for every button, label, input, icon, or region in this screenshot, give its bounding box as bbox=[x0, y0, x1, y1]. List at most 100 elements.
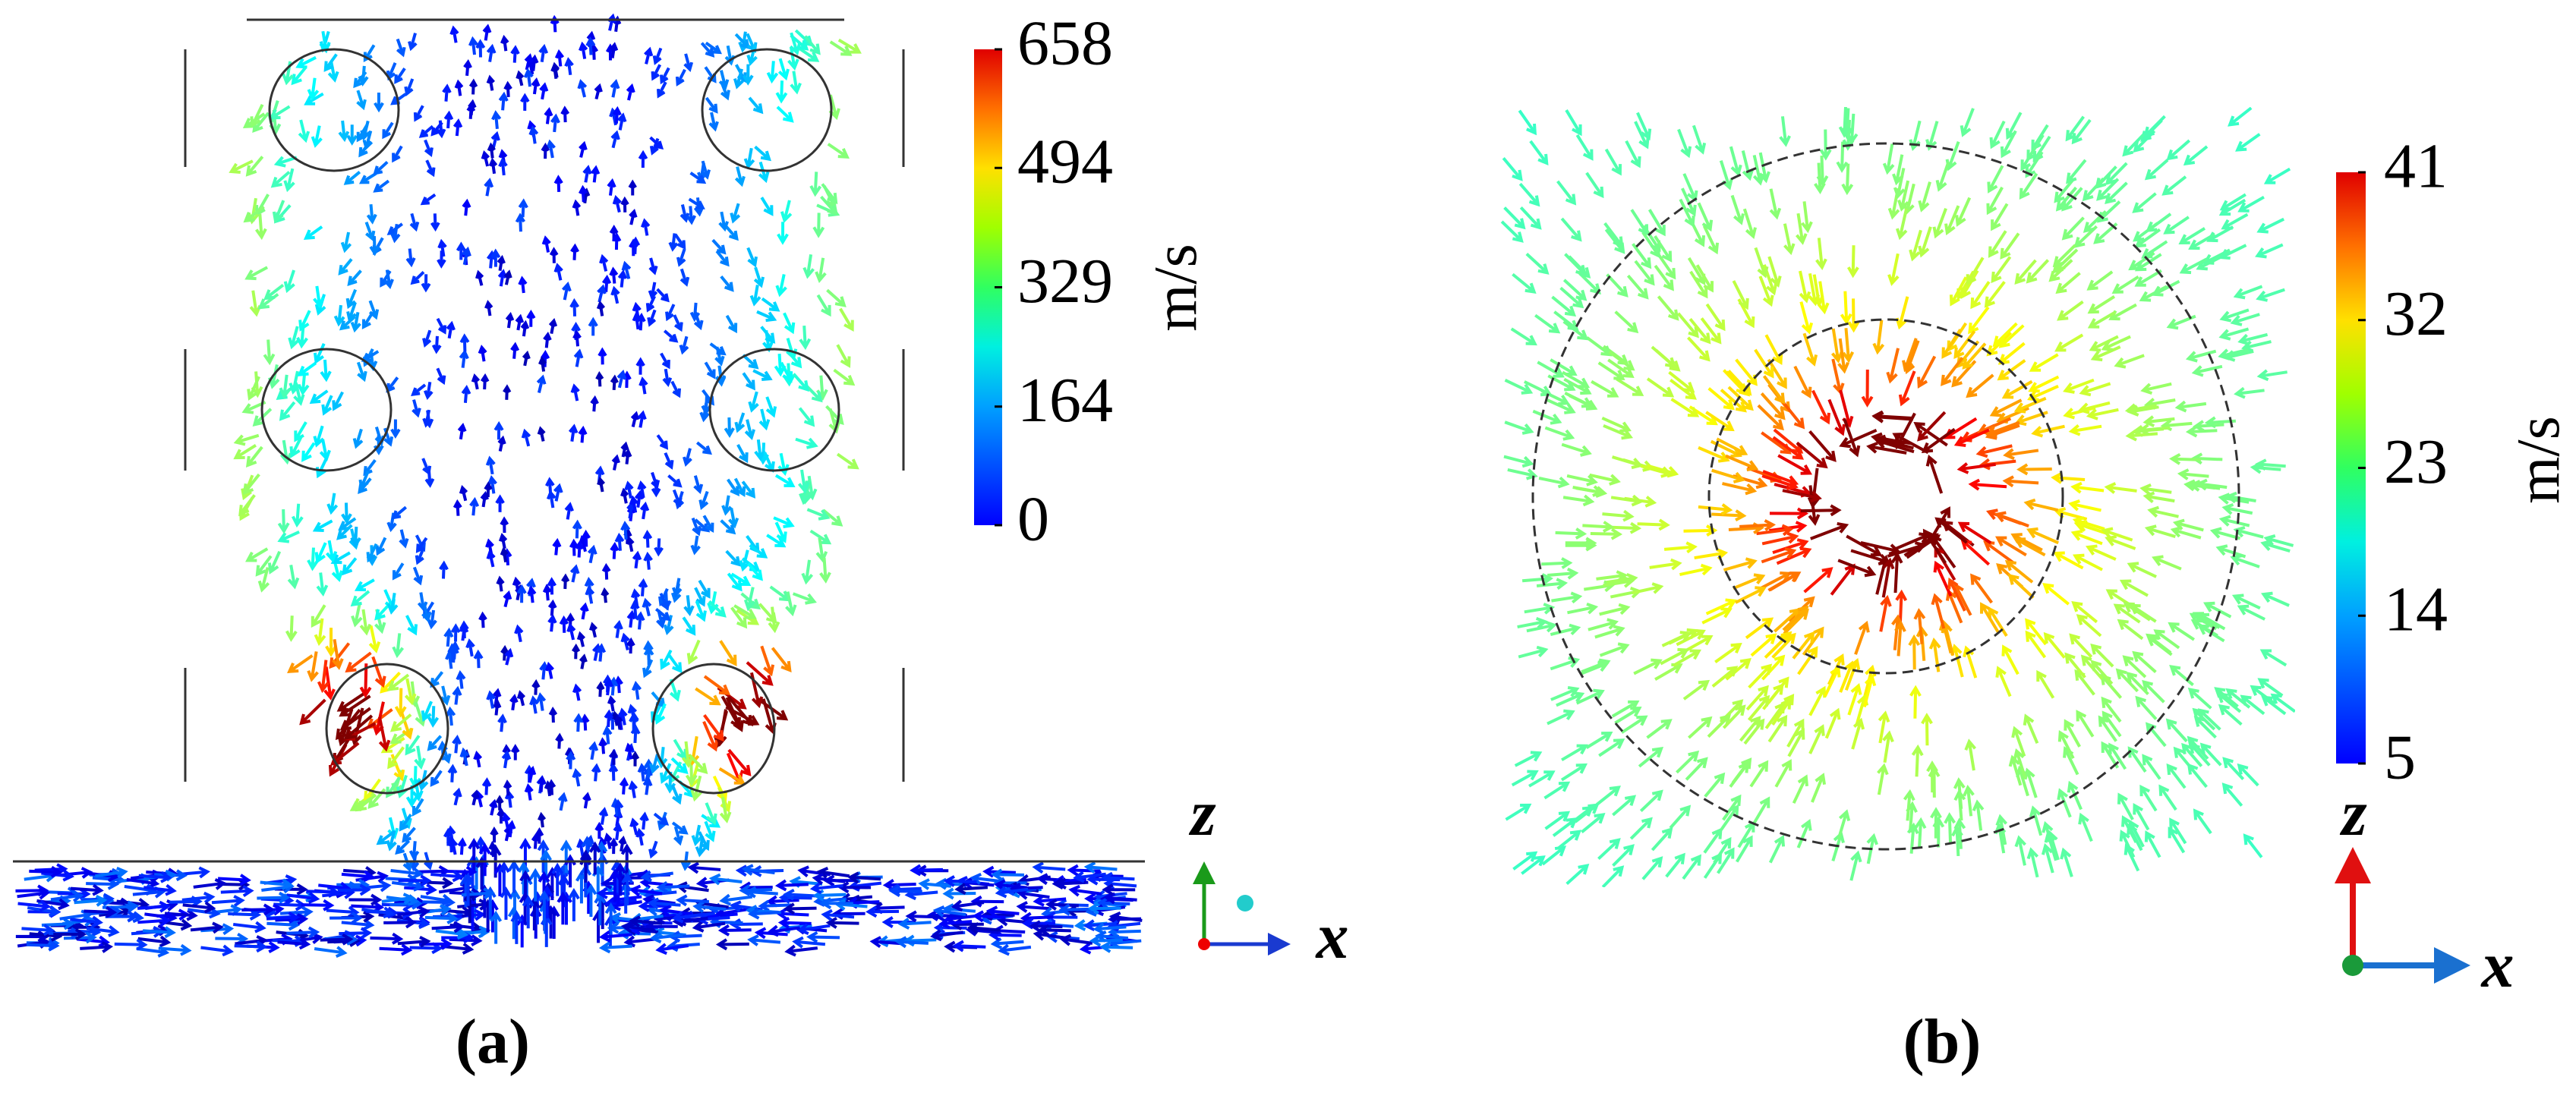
vector-arrow bbox=[234, 940, 268, 953]
vector-arrow bbox=[543, 331, 552, 348]
vector-arrow bbox=[725, 549, 742, 567]
vector-arrow bbox=[604, 677, 613, 696]
vector-arrow bbox=[590, 395, 599, 412]
vector-arrow bbox=[635, 827, 645, 846]
vector-arrow bbox=[1503, 455, 1534, 468]
vector-arrow bbox=[1842, 328, 1855, 364]
vector-arrow bbox=[2257, 678, 2284, 697]
vector-arrow bbox=[730, 203, 741, 224]
vector-arrow bbox=[754, 145, 771, 162]
vector-arrow bbox=[1985, 420, 2020, 438]
vector-arrow bbox=[1685, 757, 1708, 781]
vector-arrow bbox=[888, 885, 922, 898]
vector-arrow bbox=[449, 837, 459, 855]
vector-arrow bbox=[370, 932, 404, 945]
vector-arrow bbox=[2013, 537, 2046, 557]
vector-arrow bbox=[330, 741, 360, 766]
vector-arrow bbox=[1987, 165, 2004, 194]
vector-arrow bbox=[287, 565, 300, 590]
vector-arrow bbox=[471, 373, 481, 390]
vector-arrow bbox=[2192, 612, 2221, 629]
vector-arrow bbox=[573, 348, 584, 367]
vector-arrow bbox=[2132, 192, 2157, 213]
vector-arrow bbox=[442, 83, 452, 102]
vector-arrow bbox=[727, 748, 752, 776]
vector-arrow bbox=[516, 690, 525, 707]
vector-arrow bbox=[2185, 425, 2218, 438]
vector-arrow bbox=[1962, 342, 1987, 370]
vector-arrow bbox=[1655, 349, 1681, 372]
vector-arrow bbox=[272, 200, 285, 224]
vector-arrow bbox=[443, 110, 454, 129]
vector-arrow bbox=[604, 833, 613, 849]
vector-arrow bbox=[602, 725, 613, 745]
vector-arrow bbox=[1532, 409, 1562, 425]
vector-arrow bbox=[756, 310, 777, 323]
vector-arrow bbox=[1913, 608, 1926, 644]
vector-arrow bbox=[373, 160, 389, 175]
vector-arrow bbox=[2054, 333, 2084, 352]
vector-arrow bbox=[1665, 852, 1685, 878]
vector-arrow bbox=[2163, 216, 2190, 235]
vector-arrow bbox=[1871, 410, 1913, 423]
vector-arrow bbox=[381, 893, 415, 905]
vector-arrow bbox=[557, 792, 568, 811]
vector-arrow bbox=[462, 872, 475, 906]
vector-arrow bbox=[2079, 382, 2111, 397]
vector-arrow bbox=[1796, 441, 1828, 469]
vector-arrow bbox=[642, 530, 653, 548]
vector-arrow bbox=[283, 168, 295, 193]
vector-arrow bbox=[1692, 124, 1707, 155]
vector-arrow bbox=[1897, 180, 1910, 212]
vector-arrow bbox=[313, 285, 325, 309]
vector-arrow bbox=[547, 599, 557, 616]
vector-arrow bbox=[739, 549, 751, 572]
vector-arrow bbox=[548, 707, 558, 723]
vector-arrow bbox=[392, 633, 405, 659]
vector-arrow bbox=[695, 600, 707, 622]
vector-arrow bbox=[1647, 209, 1666, 237]
vector-arrow bbox=[95, 867, 128, 879]
vector-arrow bbox=[529, 867, 542, 902]
vector-arrow bbox=[618, 835, 627, 852]
vector-arrow bbox=[2121, 815, 2138, 843]
vector-arrow bbox=[1817, 281, 1830, 315]
vector-arrow bbox=[1991, 256, 2012, 284]
vector-arrow bbox=[430, 770, 443, 787]
vector-arrow bbox=[2070, 481, 2105, 494]
colorbar-tick-label: 494 bbox=[1017, 127, 1113, 197]
vector-arrow bbox=[1581, 658, 1611, 674]
vector-arrow bbox=[656, 880, 690, 893]
vector-arrow bbox=[786, 337, 798, 361]
vector-arrow bbox=[809, 172, 822, 197]
vector-arrow bbox=[1725, 454, 1759, 471]
vector-arrow bbox=[780, 361, 793, 383]
vector-arrow bbox=[2089, 335, 2119, 352]
vector-arrow bbox=[649, 136, 664, 150]
vector-arrow bbox=[505, 311, 515, 329]
vector-arrow bbox=[510, 342, 520, 359]
vector-arrow bbox=[487, 142, 496, 159]
vector-arrow bbox=[497, 269, 507, 287]
vector-arrow bbox=[387, 746, 405, 770]
vector-arrow bbox=[1925, 121, 1939, 151]
vector-arrow bbox=[708, 600, 727, 618]
vector-arrow bbox=[1562, 370, 1591, 389]
vector-arrow bbox=[698, 490, 709, 510]
axis-label: z bbox=[2339, 776, 2367, 849]
vector-arrow bbox=[548, 317, 558, 334]
vector-arrow bbox=[820, 195, 838, 216]
vector-arrow bbox=[673, 738, 687, 761]
vector-arrow bbox=[503, 269, 512, 285]
vector-arrow bbox=[621, 260, 632, 279]
vector-arrow bbox=[1934, 517, 1968, 544]
vector-arrow bbox=[753, 266, 765, 288]
vector-arrow bbox=[2090, 643, 2114, 668]
vector-arrow bbox=[610, 79, 620, 98]
vector-arrow bbox=[2068, 499, 2101, 512]
vector-arrow bbox=[648, 840, 658, 859]
vector-arrow bbox=[816, 867, 850, 879]
vector-arrow bbox=[2153, 629, 2180, 650]
vector-arrow bbox=[790, 71, 802, 95]
vector-arrow bbox=[792, 373, 809, 392]
